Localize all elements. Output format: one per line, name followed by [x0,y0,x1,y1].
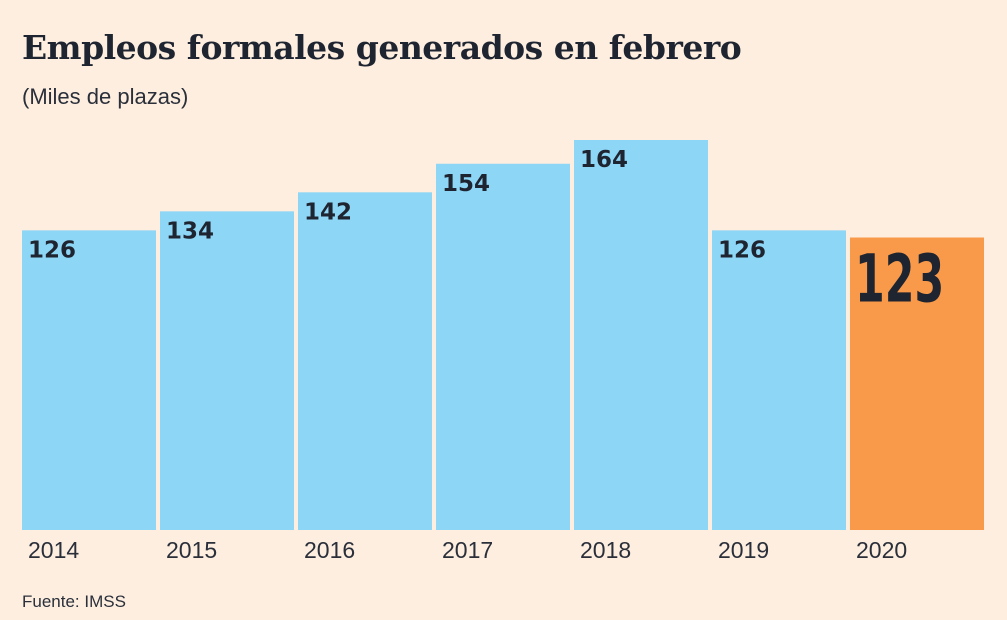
bar-2020 [850,237,984,530]
data-label-2014: 126 [28,237,76,263]
data-label-2018: 164 [580,147,628,173]
x-tick-label-2015: 2015 [166,537,217,563]
bar-2018 [574,140,708,530]
bar-2016 [298,192,432,530]
data-label-2019: 126 [718,237,766,263]
x-tick-label-2018: 2018 [580,537,631,563]
chart-subtitle: (Miles de plazas) [22,84,189,109]
data-label-2017: 154 [442,171,490,197]
x-tick-label-2014: 2014 [28,537,79,563]
data-label-2015: 134 [166,218,214,244]
bar-2015 [160,211,294,530]
chart-title: Empleos formales generados en febrero [22,28,742,67]
data-label-2016: 142 [304,199,352,225]
source-note: Fuente: IMSS [22,592,126,611]
bar-2014 [22,230,156,531]
x-tick-label-2019: 2019 [718,537,769,563]
bar-2017 [436,163,570,530]
x-tick-label-2020: 2020 [856,537,907,563]
x-tick-label-2017: 2017 [442,537,493,563]
bar-2019 [712,230,846,531]
data-label-2020: 123 [855,241,944,318]
x-tick-label-2016: 2016 [304,537,355,563]
